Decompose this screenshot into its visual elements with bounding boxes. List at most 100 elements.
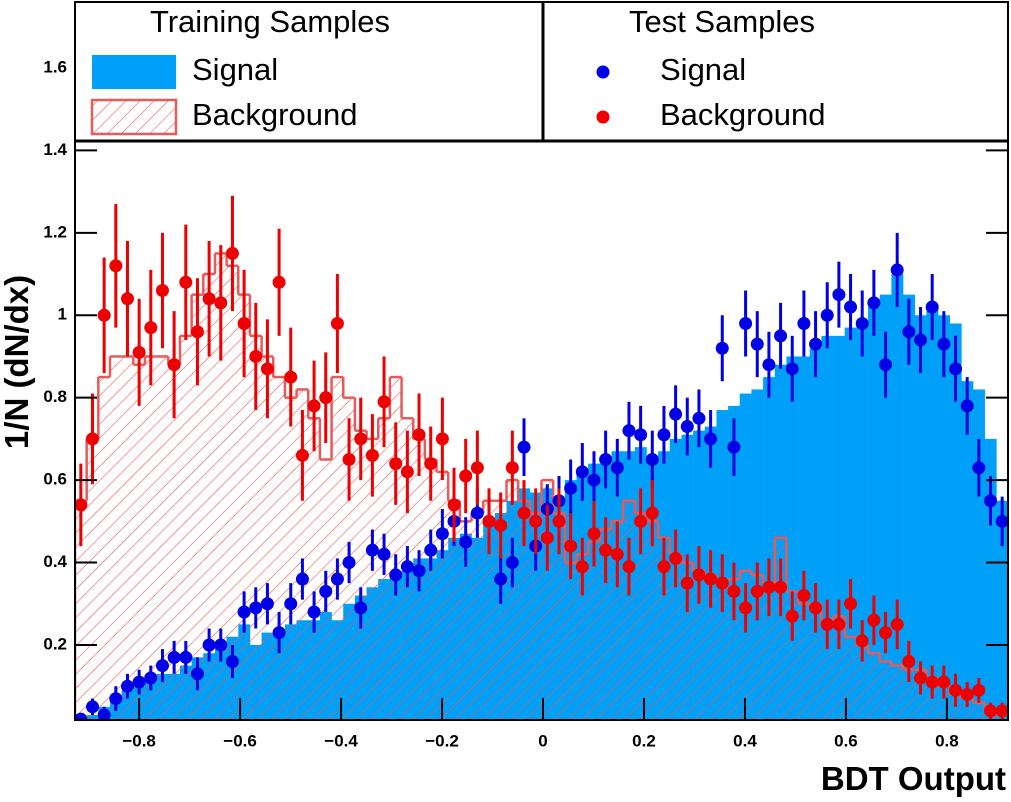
data-point — [902, 654, 916, 668]
data-point — [307, 399, 321, 413]
histogram-bar — [763, 583, 775, 720]
histogram-bar — [588, 541, 600, 720]
data-point — [459, 469, 473, 483]
data-point — [622, 560, 636, 574]
x-tick-label: −0.2 — [425, 731, 459, 750]
histogram-bar — [879, 661, 892, 720]
histogram-bar — [214, 253, 227, 720]
histogram-bar — [623, 500, 635, 720]
x-tick-label: 0.2 — [632, 731, 656, 750]
histogram-bar — [366, 438, 379, 720]
histogram-bar — [949, 694, 962, 720]
data-point — [470, 461, 484, 475]
legend-label: Background — [192, 97, 357, 132]
histogram-bar — [483, 500, 495, 720]
data-point — [890, 263, 904, 277]
histogram-bar — [844, 636, 857, 720]
legend-swatch — [90, 98, 178, 136]
histogram-bar — [191, 294, 204, 720]
histogram-bar — [599, 529, 612, 720]
data-point — [202, 638, 216, 652]
histogram-bar — [809, 348, 822, 720]
data-point — [622, 424, 636, 438]
data-point — [295, 572, 309, 586]
data-point — [75, 712, 88, 720]
histogram-bar — [973, 389, 985, 720]
data-point — [587, 527, 601, 541]
histogram-bar — [868, 307, 881, 720]
data-point — [482, 514, 496, 528]
data-point — [669, 551, 683, 565]
data-point — [389, 568, 403, 582]
data-point — [75, 498, 88, 512]
histogram-bar — [529, 513, 542, 720]
data-point — [984, 704, 998, 718]
histogram-bar — [739, 393, 752, 720]
data-point — [97, 308, 111, 322]
histogram-bar — [728, 579, 740, 720]
data-point — [750, 584, 764, 598]
histogram-bar — [693, 570, 705, 720]
histogram-bar — [564, 562, 577, 720]
histogram-bar — [249, 335, 262, 720]
data-point — [704, 572, 718, 586]
data-point — [599, 453, 613, 467]
data-point — [470, 506, 484, 520]
data-point — [809, 337, 823, 351]
histogram-bar — [891, 274, 904, 720]
data-point — [494, 572, 508, 586]
data-point — [120, 679, 134, 693]
data-point — [972, 461, 986, 475]
histogram-bar — [75, 500, 87, 720]
data-point — [412, 564, 426, 578]
x-tick-label: −0.6 — [223, 731, 257, 750]
data-point — [809, 601, 823, 615]
data-point — [225, 246, 239, 260]
data-point — [925, 675, 939, 689]
data-point — [330, 316, 344, 330]
data-point — [319, 391, 333, 405]
data-point — [575, 465, 589, 479]
histogram-bar — [133, 364, 145, 720]
data-point — [237, 605, 251, 619]
data-point — [564, 481, 578, 495]
data-point — [505, 461, 519, 475]
data-point — [844, 597, 858, 611]
data-point — [844, 300, 858, 314]
data-point — [692, 411, 706, 425]
histogram-bar — [389, 377, 402, 720]
histogram-bar — [868, 653, 880, 720]
histogram-bar — [961, 698, 974, 720]
data-point — [517, 506, 531, 520]
data-point — [599, 543, 613, 557]
histogram-bar — [121, 356, 134, 720]
data-point — [120, 292, 134, 306]
histogram-bar — [331, 377, 344, 720]
data-point — [715, 341, 729, 355]
histogram-bar — [611, 521, 624, 720]
histogram-bar — [914, 669, 927, 720]
data-point — [319, 584, 333, 598]
histogram-bar — [949, 323, 962, 720]
data-point — [167, 650, 181, 664]
histogram-bar — [751, 389, 764, 720]
data-point — [529, 514, 543, 528]
data-point — [634, 514, 648, 528]
data-point — [774, 329, 788, 343]
data-point — [890, 617, 904, 631]
y-axis-title: 1/N (dN/dx) — [0, 275, 35, 449]
legend-label: Signal — [192, 52, 278, 87]
y-tick-label: 0.6 — [43, 470, 67, 489]
data-point — [214, 638, 228, 652]
x-tick-label: 0.6 — [834, 731, 858, 750]
data-point — [797, 316, 811, 330]
histogram-bar — [681, 562, 694, 720]
data-point — [914, 671, 928, 685]
legend-title: Test Samples — [629, 4, 815, 39]
histogram-bar — [739, 570, 752, 720]
data-point — [949, 362, 963, 376]
data-point — [949, 683, 963, 697]
histogram-bar — [98, 377, 110, 720]
data-point — [132, 345, 146, 359]
data-point — [855, 316, 869, 330]
